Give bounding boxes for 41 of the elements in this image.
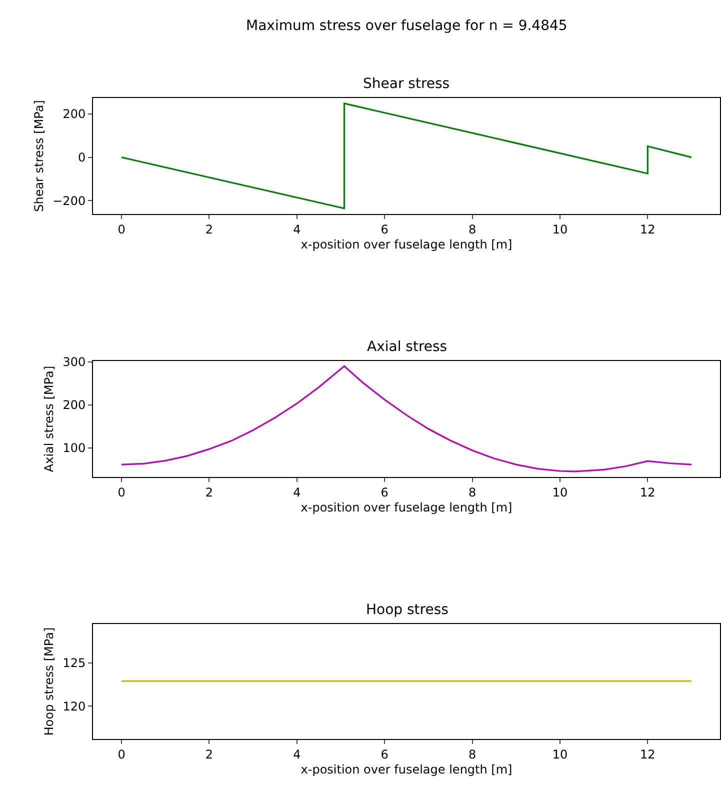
x-tick-label: 4 bbox=[293, 485, 301, 500]
y-axis-title: Axial stress [MPa] bbox=[42, 366, 56, 472]
y-axis-title: Shear stress [MPa] bbox=[32, 100, 46, 212]
y-axis-title: Hoop stress [MPa] bbox=[42, 627, 56, 736]
x-tick-label: 8 bbox=[468, 222, 476, 236]
chart-title: Axial stress bbox=[367, 339, 448, 355]
y-tick-label: 300 bbox=[62, 355, 86, 370]
y-tick-label: 200 bbox=[62, 107, 86, 122]
y-tick-label: −200 bbox=[52, 194, 86, 208]
x-tick-label: 2 bbox=[205, 747, 214, 762]
x-tick-label: 2 bbox=[205, 222, 214, 236]
x-tick-label: 12 bbox=[640, 485, 656, 500]
x-tick-label: 12 bbox=[640, 747, 656, 762]
x-axis-title: x-position over fuselage length [m] bbox=[300, 500, 512, 514]
y-tick-label: 125 bbox=[62, 656, 86, 670]
x-tick-label: 2 bbox=[205, 485, 214, 500]
x-tick-label: 4 bbox=[293, 747, 301, 762]
x-tick-label: 4 bbox=[293, 222, 301, 236]
x-tick-label: 0 bbox=[118, 485, 126, 500]
x-axis-title: x-position over fuselage length [m] bbox=[300, 237, 512, 252]
x-tick-label: 8 bbox=[468, 747, 476, 762]
chart-subtitle: Shear stress bbox=[363, 76, 450, 92]
line-series bbox=[120, 365, 692, 472]
y-tick-label: 200 bbox=[62, 398, 86, 412]
x-tick-label: 6 bbox=[380, 485, 388, 500]
y-tick-label: 120 bbox=[62, 699, 86, 714]
x-tick-label: 6 bbox=[380, 222, 388, 236]
x-axis-title: x-position over fuselage length [m] bbox=[300, 762, 512, 776]
x-tick-label: 12 bbox=[640, 222, 656, 236]
x-tick-label: 10 bbox=[552, 747, 568, 762]
y-tick-label: 100 bbox=[62, 440, 86, 455]
x-tick-label: 10 bbox=[552, 222, 568, 236]
y-tick-label: 0 bbox=[78, 150, 86, 164]
x-tick-label: 8 bbox=[468, 485, 476, 500]
x-tick-label: 10 bbox=[552, 485, 568, 500]
x-tick-label: 0 bbox=[118, 222, 126, 236]
chart-title: Maximum stress over fuselage for n = 9.4845 bbox=[246, 18, 568, 34]
line-series bbox=[120, 102, 692, 210]
x-tick-label: 6 bbox=[380, 747, 388, 762]
x-tick-label: 0 bbox=[118, 747, 126, 762]
chart-title: Hoop stress bbox=[366, 602, 448, 618]
